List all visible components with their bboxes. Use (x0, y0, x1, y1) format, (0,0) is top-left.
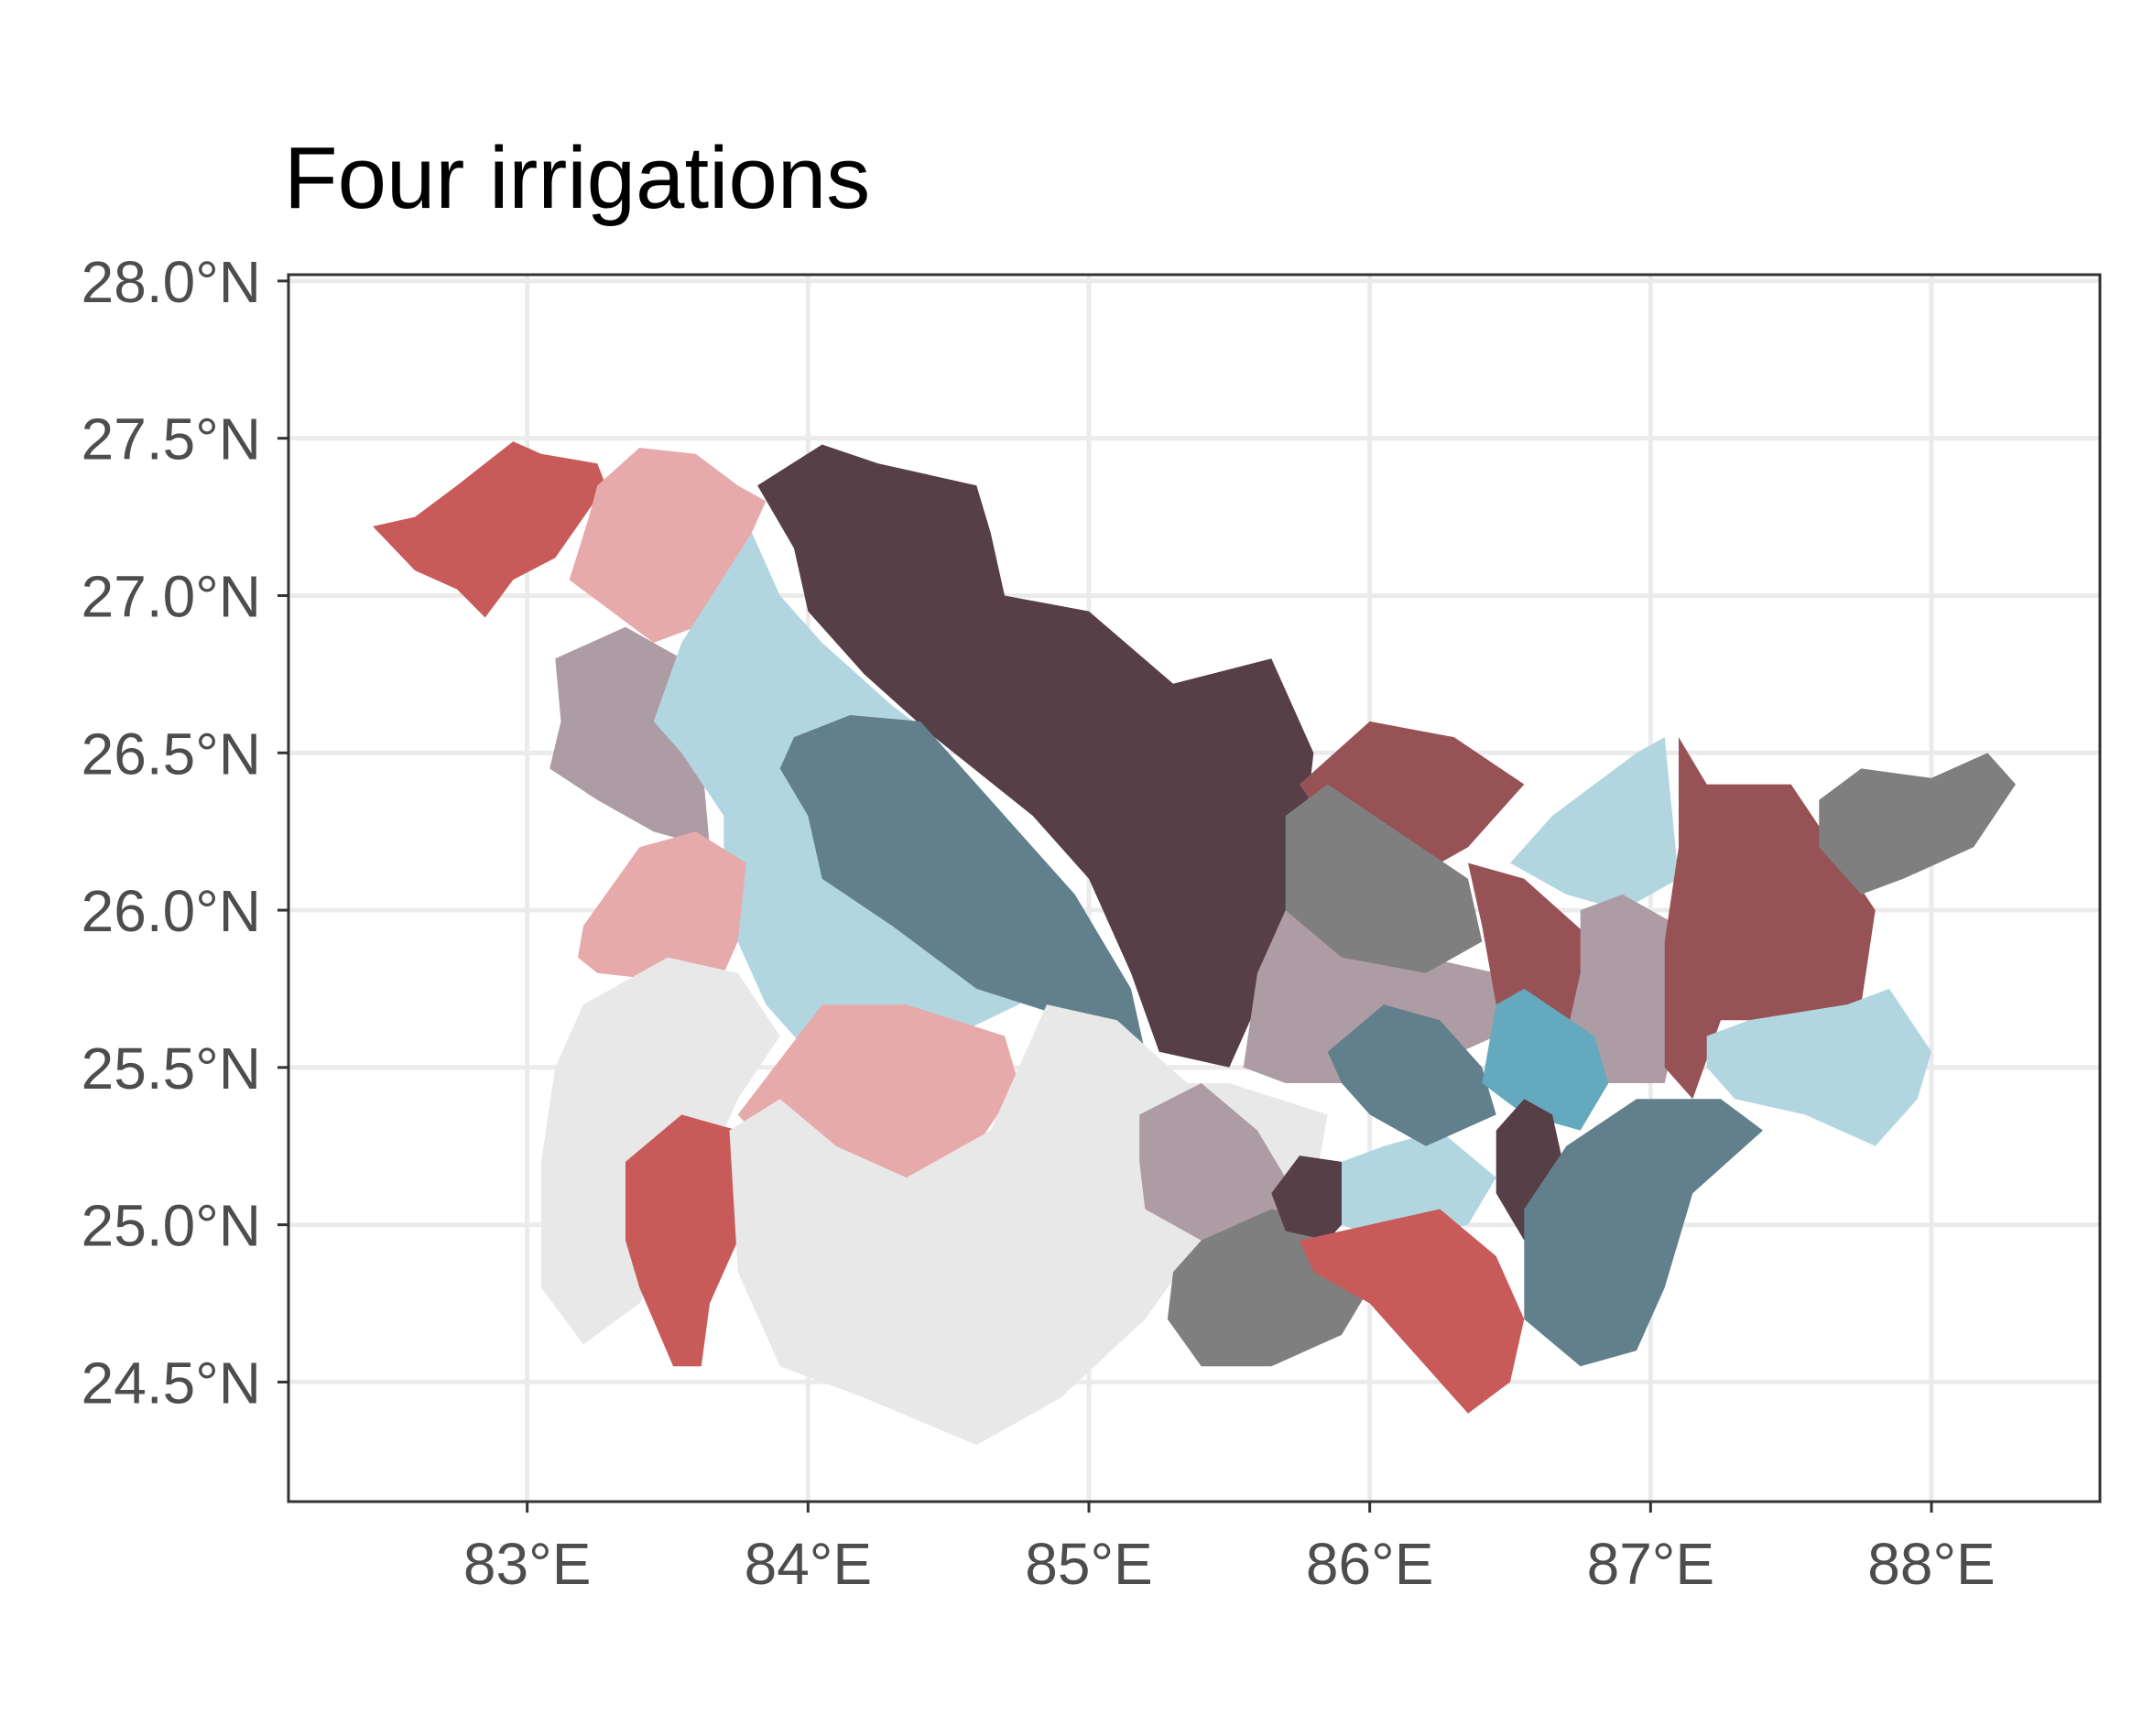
district-champaran-plum (757, 444, 1314, 1068)
chart-title: Four irrigations (284, 129, 870, 227)
x-tick-label-4: 87°E (1587, 1531, 1714, 1597)
y-tick-label-2: 25.5°N (82, 1036, 261, 1101)
district-banka-slate (1524, 1099, 1763, 1367)
y-tick-label-6: 27.5°N (82, 407, 261, 472)
x-tick-label-3: 86°E (1306, 1531, 1433, 1597)
district-lakhisarai-lightblue (1342, 1130, 1496, 1241)
district-madhepura-mauve (1566, 894, 1679, 1083)
district-saharsa-maroon (1468, 863, 1609, 1036)
district-rohtas-red (625, 1114, 738, 1367)
y-tick-label-7: 28.0°N (82, 249, 261, 315)
y-tick-label-3: 26.0°N (82, 878, 261, 944)
district-nalanda-mauve (1139, 1083, 1286, 1241)
district-layer (373, 441, 2016, 1446)
axis-layer: 83°E 84°E 85°E 86°E 87°E 88°E 24.5°N 25.0°N 25.5… (82, 249, 1996, 1597)
y-tick-label-0: 24.5°N (82, 1350, 261, 1416)
x-tick-label-5: 88°E (1867, 1531, 1995, 1597)
x-tick-label-2: 85°E (1025, 1531, 1152, 1597)
x-tick-label-1: 84°E (745, 1531, 872, 1597)
district-jamui-red (1300, 1209, 1525, 1414)
y-tick-label-1: 25.0°N (82, 1193, 261, 1259)
district-katihar-lightblue (1706, 988, 1931, 1146)
district-bhojpur-pink (577, 831, 746, 980)
district-kishanganj-gray (1819, 753, 2016, 895)
district-samastipur-slate (1327, 1004, 1496, 1146)
district-sheikhpura-plum (1271, 1156, 1356, 1241)
y-tick-label-5: 27.0°N (82, 563, 261, 629)
district-madhubani-gray (1285, 784, 1483, 973)
x-tick-label-0: 83°E (463, 1531, 591, 1597)
district-nw-red (373, 441, 606, 618)
district-khagaria-teal (1482, 988, 1609, 1131)
district-supaul-lightblue (1510, 737, 1679, 911)
panel-frame (287, 273, 2102, 1503)
district-mid-slate (779, 715, 1146, 1052)
y-tick-label-4: 26.5°N (82, 721, 261, 787)
